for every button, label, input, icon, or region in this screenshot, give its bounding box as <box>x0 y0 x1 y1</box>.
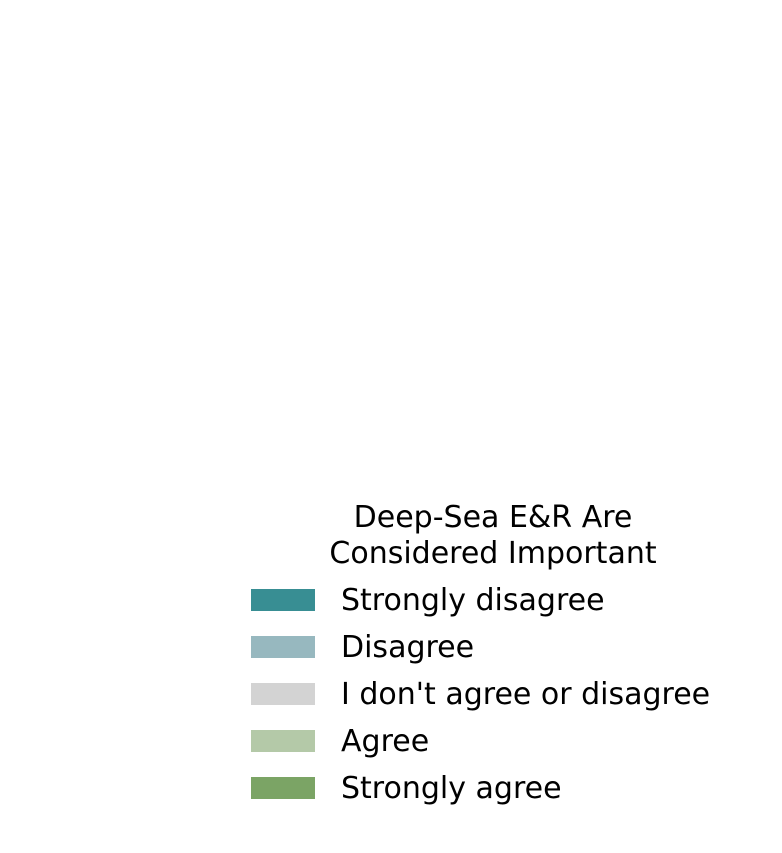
legend-label: Disagree <box>341 630 475 665</box>
legend-swatch <box>251 730 315 752</box>
legend-label: I don't agree or disagree <box>341 677 711 712</box>
legend-label: Strongly agree <box>341 771 562 806</box>
legend-item: Strongly agree <box>250 771 750 807</box>
legend-swatch <box>251 636 315 658</box>
legend-item: Agree <box>250 724 750 760</box>
legend-label: Strongly disagree <box>341 583 605 618</box>
legend-swatch <box>251 589 315 611</box>
legend-item: Strongly disagree <box>250 583 750 619</box>
legend-item: I don't agree or disagree <box>250 677 750 713</box>
legend-title: Deep-Sea E&R Are Considered Important <box>329 500 657 571</box>
legend-label: Agree <box>341 724 430 759</box>
legend-swatch <box>251 777 315 799</box>
legend-swatch <box>251 683 315 705</box>
legend-item: Disagree <box>250 630 750 666</box>
